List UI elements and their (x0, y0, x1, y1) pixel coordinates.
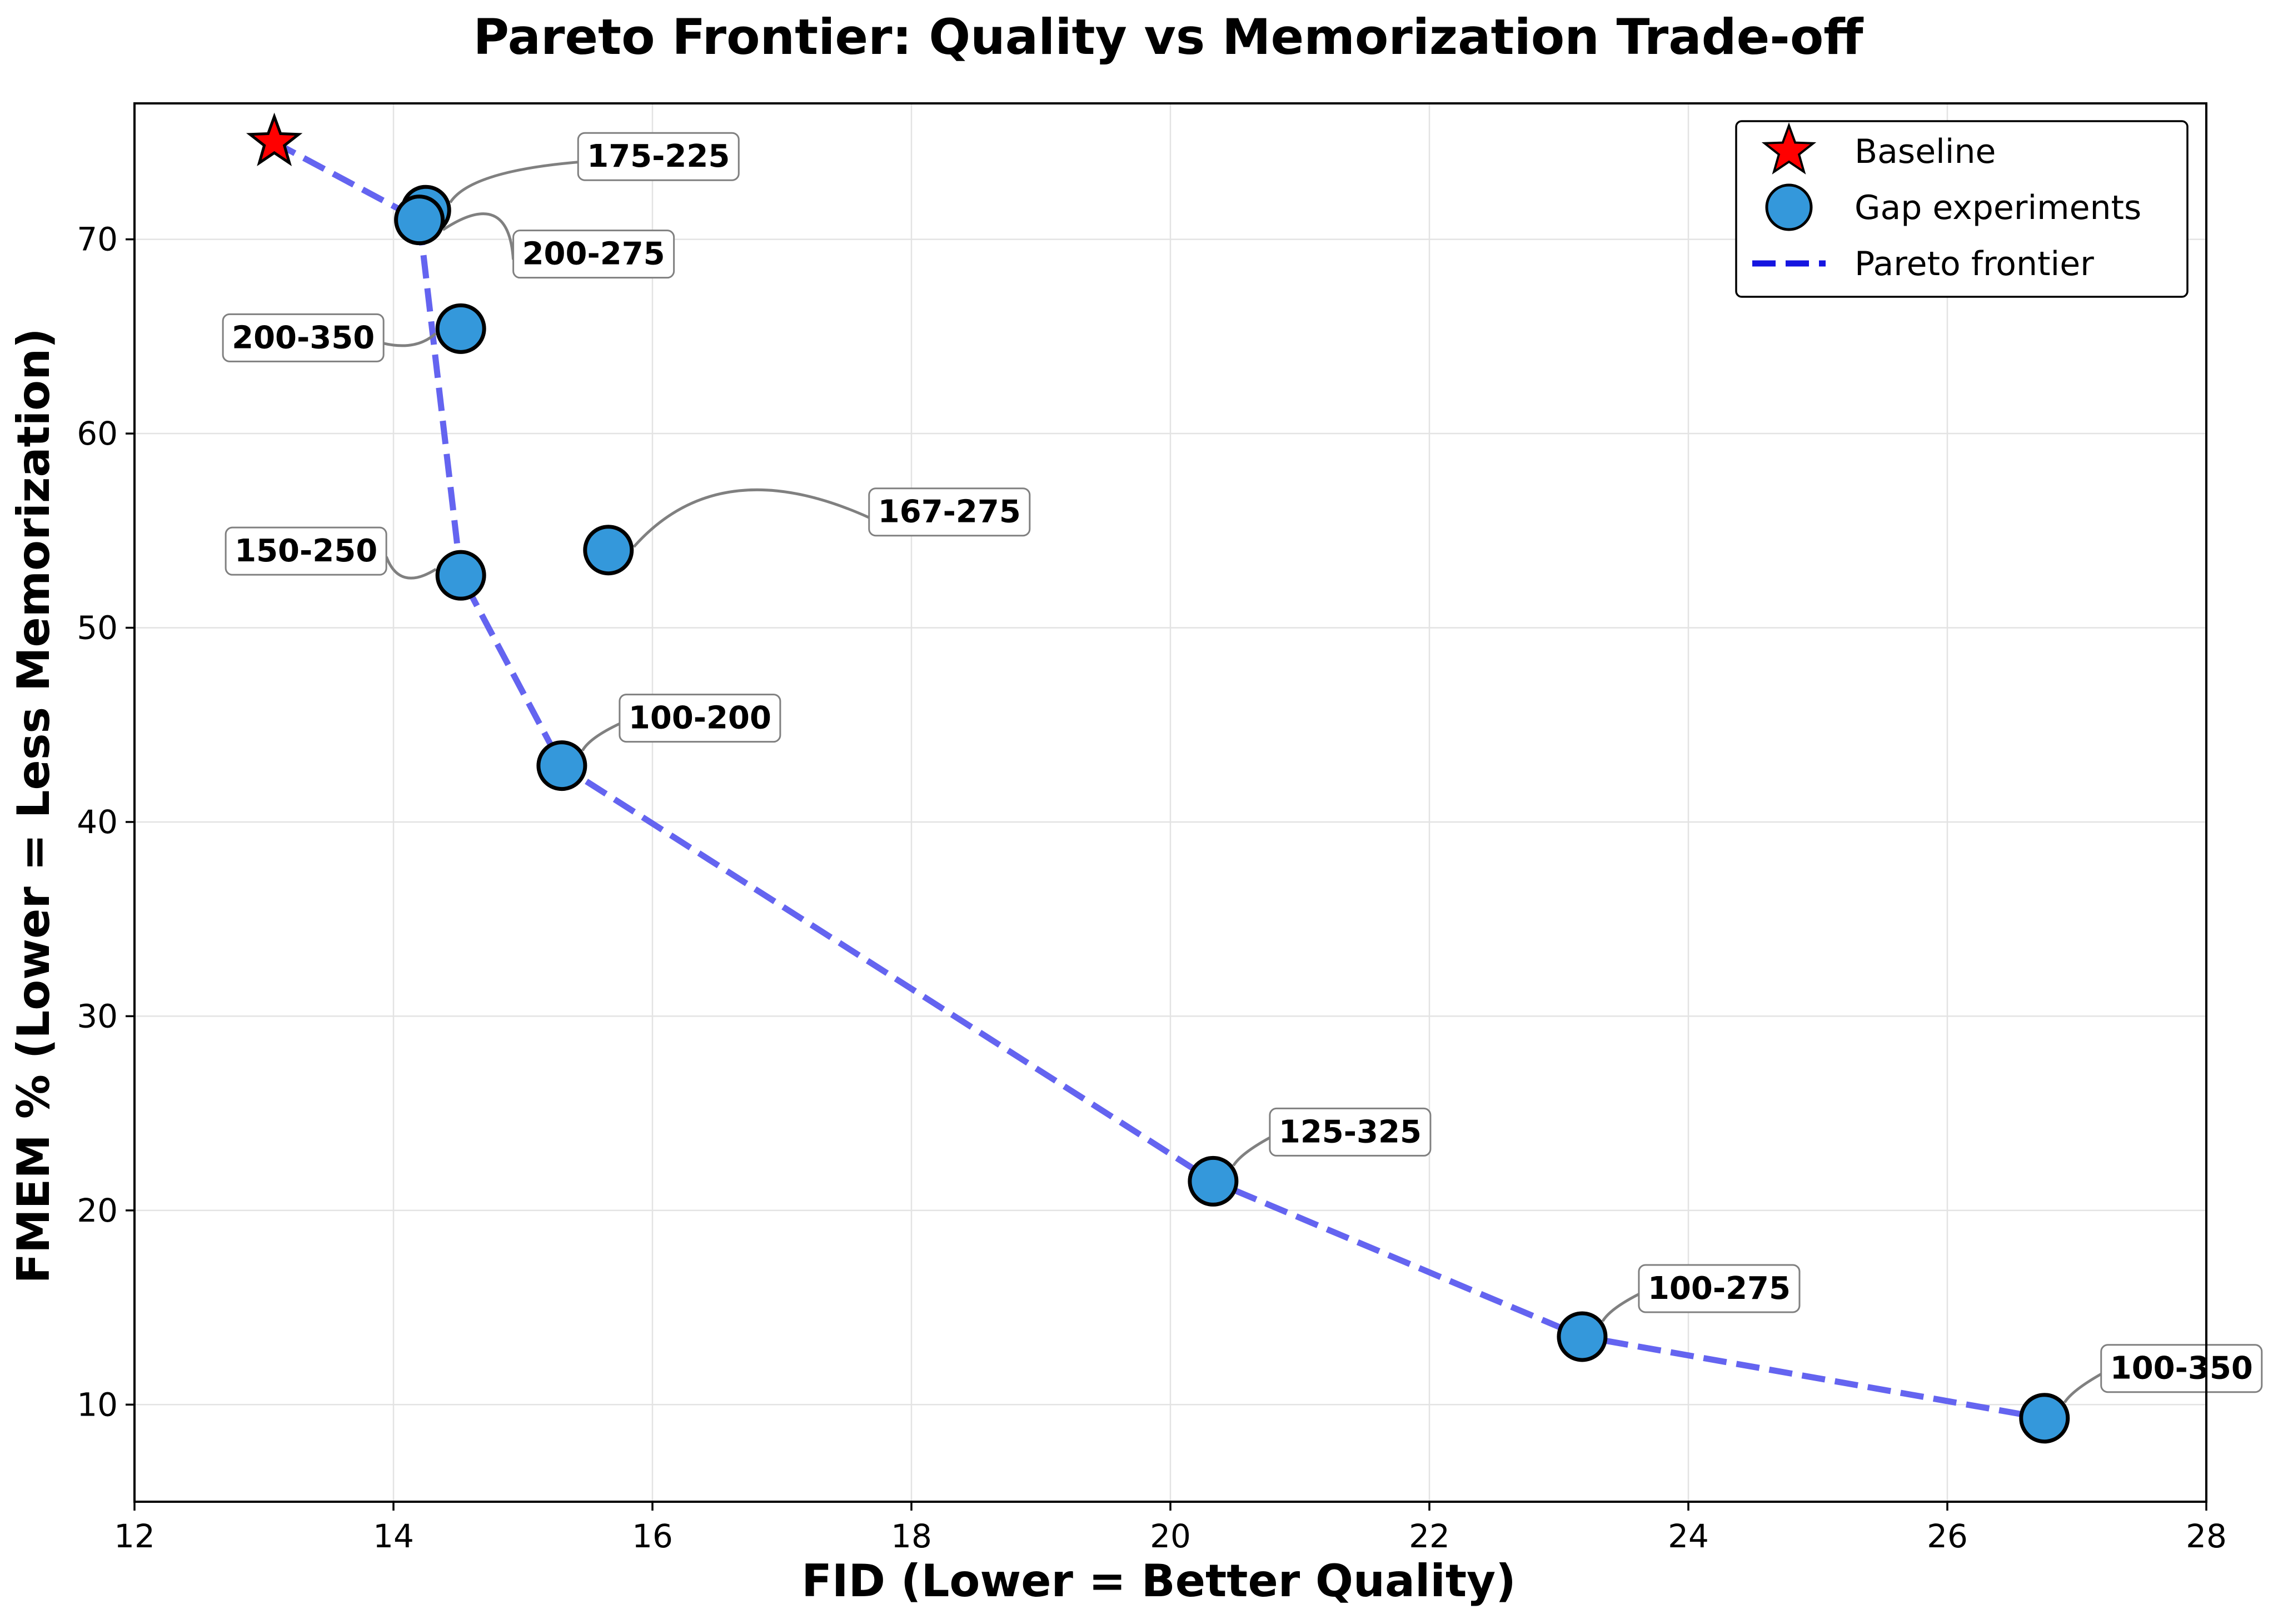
data-point-100-350 (2019, 1393, 2070, 1444)
annotation-box (868, 487, 1031, 537)
y-tick-label: 40 (77, 803, 118, 841)
annotation-125-325: 125-325 (1269, 1107, 1432, 1157)
annotation-167-275: 167-275 (868, 487, 1031, 537)
legend-label: Baseline (1855, 132, 1996, 171)
annotation-box (225, 526, 387, 576)
x-tick-label: 26 (1927, 1517, 1968, 1555)
data-point-125-325 (1188, 1155, 1239, 1207)
baseline-point (246, 112, 303, 167)
annotation-box (1638, 1264, 1801, 1313)
data-point-150-250 (435, 550, 486, 601)
annotation-connector (442, 212, 515, 260)
legend-label: Pareto frontier (1855, 245, 2094, 283)
data-point-167-275 (583, 525, 634, 576)
annotation-box (577, 132, 740, 181)
x-tick-label: 12 (114, 1517, 155, 1555)
data-point-100-275 (1557, 1311, 1608, 1362)
data-point-100-200 (536, 740, 587, 791)
annotation-connector (581, 722, 620, 751)
annotation-label: 175-225 (587, 138, 730, 175)
annotation-100-350: 100-350 (2100, 1344, 2263, 1393)
annotation-label: 100-275 (1648, 1271, 1791, 1307)
annotation-label: 125-325 (1279, 1114, 1422, 1150)
annotation-label: 100-200 (629, 700, 771, 736)
annotation-label: 200-275 (522, 236, 665, 272)
annotation-connectors (383, 161, 2102, 1403)
y-tick-label: 70 (77, 221, 118, 258)
y-tick-label: 60 (77, 415, 118, 452)
annotation-200-275: 200-275 (512, 230, 675, 279)
annotation-box (1269, 1107, 1432, 1157)
y-tick-label: 30 (77, 997, 118, 1035)
annotation-box (512, 230, 675, 279)
annotation-box (2100, 1344, 2263, 1393)
x-tick-label: 22 (1409, 1517, 1450, 1555)
axis-ticks: 12 14 16 18 20 22 24 26 28 10 20 30 40 50 60 70 (77, 221, 2227, 1555)
annotation-connector (632, 488, 870, 548)
annotation-connector (1601, 1293, 1640, 1322)
annotation-150-250: 150-250 (225, 526, 387, 576)
x-tick-label: 28 (2186, 1517, 2227, 1555)
legend-star-icon (1761, 122, 1817, 175)
data-points (246, 112, 2070, 1444)
annotation-connector (449, 161, 579, 203)
legend-circle-icon (1765, 183, 1813, 231)
annotation-box (619, 694, 781, 743)
legend: Baseline Gap experiments Pareto frontier (1735, 120, 2189, 298)
annotation-label: 150-250 (235, 533, 377, 569)
annotation-label: 100-350 (2110, 1351, 2253, 1387)
x-tick-label: 16 (632, 1517, 673, 1555)
annotation-100-275: 100-275 (1638, 1264, 1801, 1313)
x-tick-label: 20 (1150, 1517, 1191, 1555)
annotation-connector (385, 556, 437, 580)
x-tick-label: 14 (373, 1517, 414, 1555)
y-tick-label: 20 (77, 1192, 118, 1229)
point-labels: 175-225 200-275 200-350 167-275 150-250 100-2… (222, 132, 2263, 1393)
annotation-connector (1232, 1136, 1271, 1167)
annotation-connector (383, 332, 437, 347)
data-point-200-350 (435, 303, 486, 354)
legend-label: Gap experiments (1855, 188, 2141, 227)
y-tick-label: 10 (77, 1386, 118, 1423)
annotation-box (222, 313, 385, 362)
chart-title: Pareto Frontier: Quality vs Memorization… (473, 8, 1864, 66)
annotation-label: 167-275 (878, 494, 1021, 530)
x-tick-label: 18 (891, 1517, 932, 1555)
annotation-label: 200-350 (232, 320, 375, 356)
annotation-200-350: 200-350 (222, 313, 385, 362)
data-point-200-275 (394, 195, 445, 246)
annotation-100-200: 100-200 (619, 694, 781, 743)
legend-box (1735, 120, 2189, 298)
y-tick-label: 50 (77, 609, 118, 647)
x-tick-label: 24 (1668, 1517, 1709, 1555)
x-axis-title: FID (Lower = Better Quality) (801, 1555, 1516, 1607)
annotation-connector (2063, 1373, 2102, 1403)
annotation-175-225: 175-225 (577, 132, 740, 181)
y-axis-title: FMEM % (Lower = Less Memorization) (8, 328, 59, 1283)
